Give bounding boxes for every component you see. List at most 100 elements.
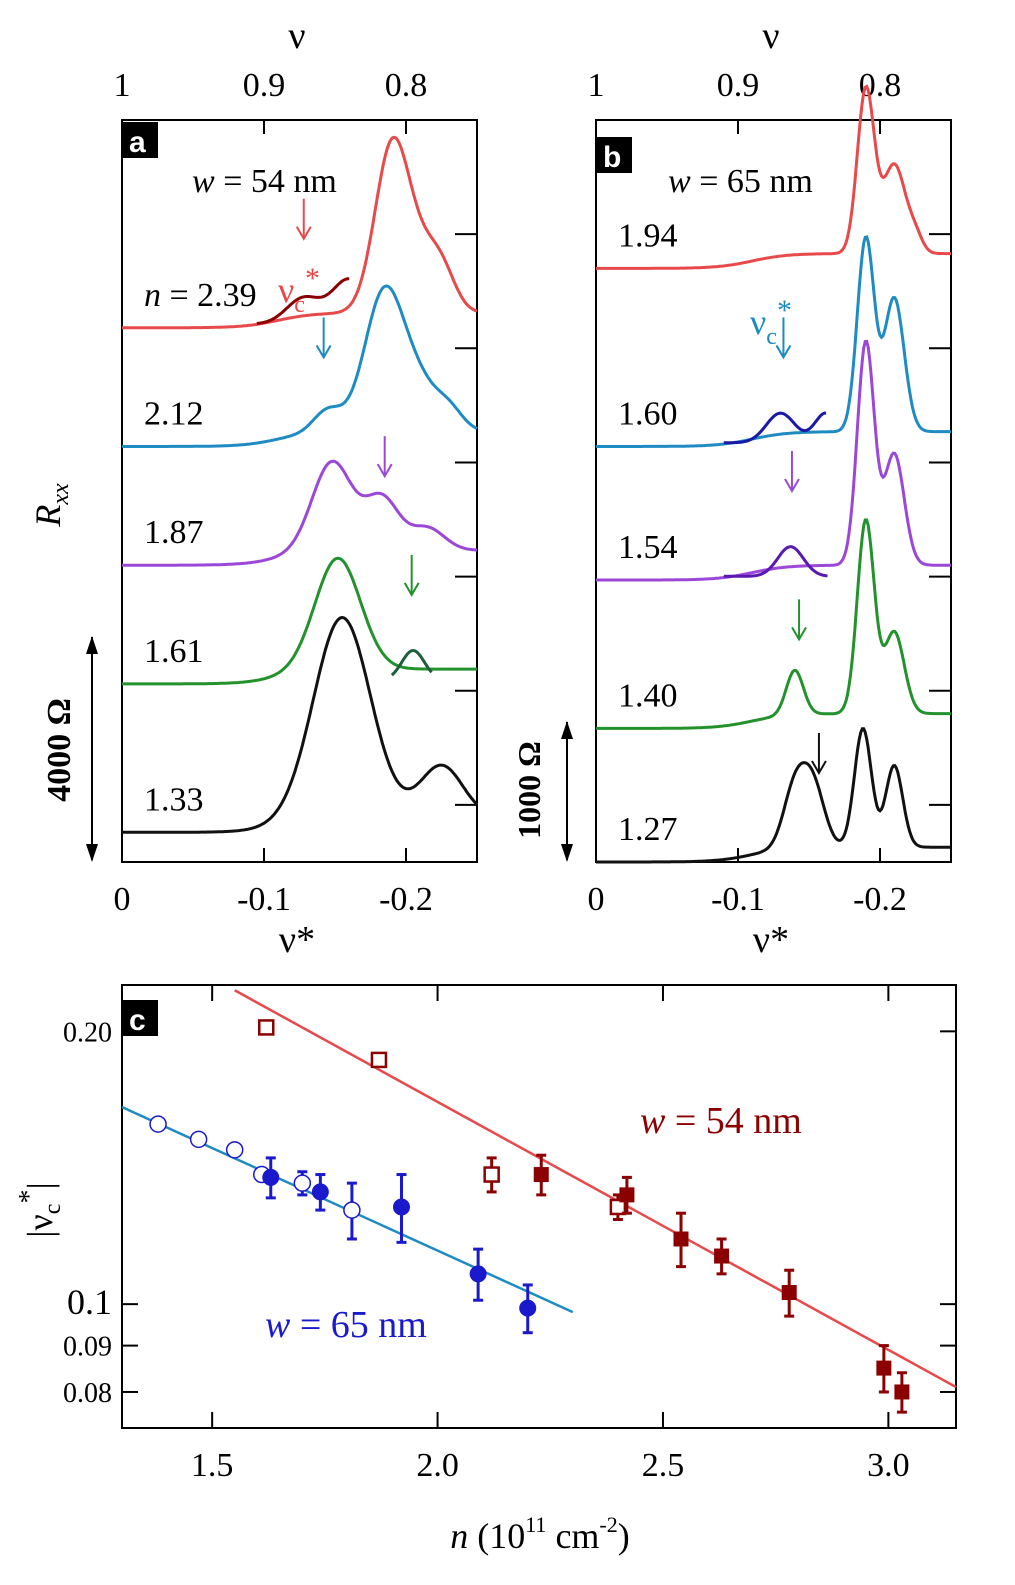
inset-trace xyxy=(256,277,350,325)
panel-c-tag xyxy=(122,1000,158,1036)
panel-c-fit-lines xyxy=(121,989,957,1389)
bottom-tick-label: -0.1 xyxy=(237,881,291,918)
data-point xyxy=(311,1183,329,1201)
panel-b-frame xyxy=(595,119,952,863)
panel-b-scale-arrow-bottom xyxy=(561,844,573,862)
panel-b-scale-label: 1000 Ω xyxy=(511,741,547,839)
panel-b: b w = 65 nm ν ν* 0 -0.1 -0.21 0.9 0.8 1.941.… xyxy=(511,15,952,961)
trace-1-27 xyxy=(596,727,951,864)
data-point xyxy=(533,1167,549,1183)
panel-c-x-label: n (1011 cm-2) xyxy=(450,1512,630,1556)
panel-c-ticks: 1.5 2.0 2.5 3.0 0.20 0.1 0.09 0.08 xyxy=(63,985,956,1484)
series-label: 1.60 xyxy=(618,395,678,432)
panel-b-ticks: 0 -0.1 -0.2 1 0.9 0.8 xyxy=(588,67,951,918)
data-point xyxy=(894,1384,910,1400)
nu-c-arrow-head xyxy=(315,344,332,360)
nu-c-arrow-head xyxy=(784,478,800,493)
data-point xyxy=(673,1231,689,1247)
panel-b-tag xyxy=(596,137,632,173)
trace-2-12 xyxy=(122,284,478,448)
trace-1-54 xyxy=(596,339,951,582)
nu-c-arrow-head xyxy=(791,626,807,642)
panel-c-y-label: |νc*| xyxy=(14,1182,66,1237)
series-label: 1.27 xyxy=(618,811,678,848)
data-point xyxy=(262,1168,280,1186)
trace-1-33 xyxy=(122,615,479,834)
series-label: 1.94 xyxy=(618,217,678,254)
data-point xyxy=(393,1198,411,1216)
panel-a-annotation: w = 54 nm xyxy=(192,163,337,200)
x-tick-label: 2.0 xyxy=(416,1447,459,1484)
series-label: n = 2.39 xyxy=(144,277,257,314)
panel-a-ticks: 0 -0.1 -0.2 1 0.9 0.8 xyxy=(114,67,477,918)
series-label: 1.40 xyxy=(618,677,678,714)
bottom-tick-label: -0.2 xyxy=(853,881,907,918)
data-point xyxy=(469,1265,487,1283)
panel-b-tag-letter: b xyxy=(603,141,621,174)
panel-c-points xyxy=(149,1019,910,1414)
fit-line xyxy=(234,989,957,1389)
x-tick-label: 3.0 xyxy=(867,1447,910,1484)
series-label: 1.54 xyxy=(618,529,678,566)
trace-n-2-39 xyxy=(122,135,478,330)
panel-a-tag xyxy=(122,122,158,158)
inset-trace xyxy=(723,545,828,578)
top-tick-label: 1 xyxy=(588,67,605,104)
panel-a-curves: n = 2.39 2.12 1.87 1.61 1.33 xyxy=(122,135,479,834)
nu-c-arrow-head xyxy=(376,463,393,479)
trace-1-60 xyxy=(596,235,951,448)
data-point xyxy=(370,1051,388,1069)
panel-b-annotation: w = 65 nm xyxy=(668,163,813,200)
data-point xyxy=(258,1019,275,1036)
data-point xyxy=(225,1141,244,1159)
y-tick-label: 0.08 xyxy=(63,1378,112,1409)
panel-a-y-axis-label: Rxx xyxy=(28,483,74,528)
panel-a-top-axis-label: ν xyxy=(288,15,305,57)
panel-c-tag-letter: c xyxy=(129,1004,146,1037)
data-point xyxy=(519,1299,537,1317)
panel-b-top-axis-label: ν xyxy=(762,15,779,57)
data-point xyxy=(293,1174,312,1192)
bottom-tick-label: -0.1 xyxy=(711,881,765,918)
panel-b-curves: 1.94 1.60 1.54 1.40 1.27 xyxy=(596,84,951,864)
panel-a: a w = 54 nm ν ν* Rxx 0 -0.1 -0.2 1 0.9 0.8 n … xyxy=(28,15,479,961)
y-tick-label: 0.09 xyxy=(63,1332,112,1363)
series-label: 2.12 xyxy=(144,395,204,432)
inset-trace xyxy=(723,411,827,445)
data-point xyxy=(149,1115,167,1133)
bottom-tick-label: -0.2 xyxy=(379,881,433,918)
x-tick-label: 1.5 xyxy=(191,1447,234,1484)
nu-c-arrow-head xyxy=(775,344,792,360)
data-point xyxy=(714,1248,730,1264)
panel-a-scale-arrow-bottom xyxy=(86,844,98,862)
panel-b-nuc-label: νc* xyxy=(750,294,792,350)
panel-a-scale-arrow-top xyxy=(86,636,98,654)
series-label: 1.33 xyxy=(144,781,204,818)
nu-c-arrow-head xyxy=(403,582,420,597)
panel-c-annotation-54: w = 54 nm xyxy=(640,1100,802,1142)
data-point xyxy=(781,1285,797,1301)
panel-c: c 1.5 2.0 2.5 3.00.200.10.090.08 w = 54 nm … xyxy=(14,984,957,1556)
data-point xyxy=(876,1360,892,1376)
panel-b-scale-arrow-top xyxy=(561,721,573,739)
nu-c-arrow-head xyxy=(295,226,312,241)
data-point xyxy=(609,1198,627,1216)
top-tick-label: 0.8 xyxy=(859,67,902,104)
inset-trace xyxy=(390,648,433,677)
panel-a-scale-label: 4000 Ω xyxy=(41,698,78,802)
top-tick-label: 1 xyxy=(114,67,131,104)
trace-1-40 xyxy=(596,518,951,730)
data-point xyxy=(343,1201,361,1219)
panel-a-frame xyxy=(121,119,478,863)
panel-b-bottom-axis-label: ν* xyxy=(753,919,789,961)
panel-a-nuc-label: νc* xyxy=(278,262,320,318)
top-tick-label: 0.9 xyxy=(243,67,286,104)
series-label: 1.61 xyxy=(144,633,204,670)
y-tick-label: 0.20 xyxy=(63,1017,112,1048)
x-tick-label: 2.5 xyxy=(642,1447,685,1484)
panel-c-frame xyxy=(121,984,957,1429)
data-point xyxy=(619,1187,635,1203)
trace-1-87 xyxy=(122,459,477,567)
bottom-tick-label: 0 xyxy=(114,881,131,918)
